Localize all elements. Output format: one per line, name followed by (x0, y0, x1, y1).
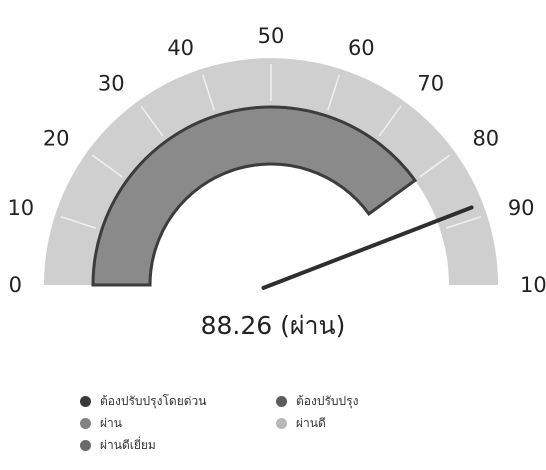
gauge-divider (419, 154, 451, 178)
tick-label: 50 (258, 24, 285, 48)
gauge-divider (201, 74, 215, 111)
legend-label: ต้องปรับปรุง (296, 394, 359, 408)
tick-label: 30 (98, 72, 125, 96)
legend-item-pass: ผ่าน (80, 414, 122, 433)
gauge-divider (91, 154, 123, 178)
gauge-tick-labels: 0 10 20 30 40 50 60 70 80 90 100 (7, 24, 546, 297)
gauge-bands (44, 58, 498, 287)
needle-line (261, 205, 474, 290)
legend-label: ต้องปรับปรุงโดยด่วน (100, 394, 207, 408)
gauge-divider (60, 215, 97, 229)
tick-label: 40 (167, 36, 194, 60)
gauge-outer-band (44, 58, 498, 286)
tick-label: 70 (417, 72, 444, 96)
legend-swatch (80, 418, 91, 429)
legend-swatch (80, 440, 91, 451)
legend-label: ผ่าน (100, 416, 122, 430)
legend-swatch (80, 396, 91, 407)
gauge-divider (140, 105, 164, 137)
legend-label: ผ่านดี (296, 416, 326, 430)
legend-label: ผ่านดีเยี่ยม (100, 438, 156, 452)
gauge-divider (378, 105, 402, 137)
gauge-divider (445, 215, 482, 229)
gauge-chart: 0 10 20 30 40 50 60 70 80 90 100 (7, 24, 546, 297)
gauge-divider (327, 74, 341, 111)
legend-item-urgent-improvement: ต้องปรับปรุงโดยด่วน (80, 392, 206, 411)
legend-item-needs-improvement: ต้องปรับปรุง (276, 392, 358, 411)
tick-label: 100 (520, 273, 546, 297)
tick-label: 80 (472, 127, 499, 151)
gauge-value-label: 88.26 (ผ่าน) (200, 311, 346, 340)
tick-label: 0 (9, 273, 22, 297)
gauge-needle (261, 205, 474, 290)
legend-item-good: ผ่านดี (276, 414, 326, 433)
tick-label: 60 (348, 36, 375, 60)
legend-swatch (276, 396, 287, 407)
tick-label: 10 (7, 196, 34, 220)
tick-label: 20 (43, 127, 70, 151)
tick-label: 90 (508, 196, 535, 220)
legend-swatch (276, 418, 287, 429)
legend-item-excellent: ผ่านดีเยี่ยม (80, 436, 156, 455)
gauge-inner-band (91, 105, 418, 287)
